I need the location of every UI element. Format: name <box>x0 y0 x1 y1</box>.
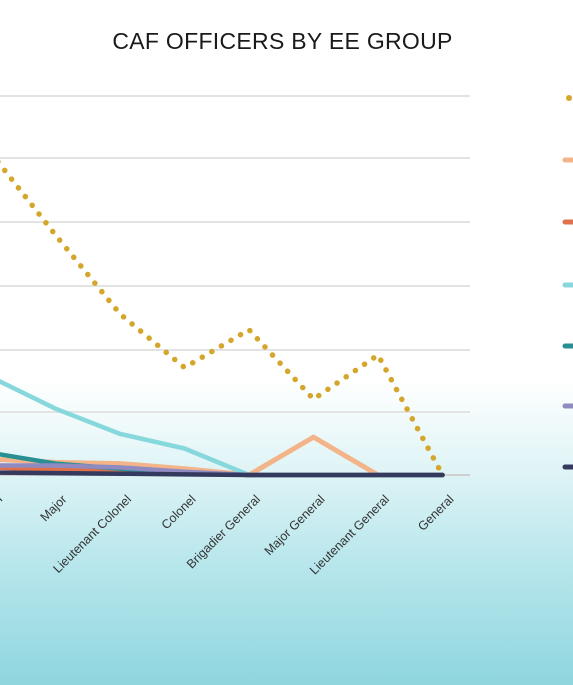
x-tick-label: Colonel <box>159 492 199 532</box>
series-line-6 <box>0 470 445 478</box>
x-tick-label: Major <box>38 492 70 524</box>
x-tick-label: General <box>415 492 456 533</box>
x-tick-label: Major General <box>262 492 328 558</box>
x-tick-label: ain <box>0 492 5 514</box>
legend-marker-0 <box>566 95 572 101</box>
legend <box>562 95 573 470</box>
series-line-0 <box>0 159 446 478</box>
chart-title: CAF OFFICERS BY EE GROUP <box>112 28 453 54</box>
gridlines <box>0 95 470 476</box>
series-lines <box>0 159 446 478</box>
